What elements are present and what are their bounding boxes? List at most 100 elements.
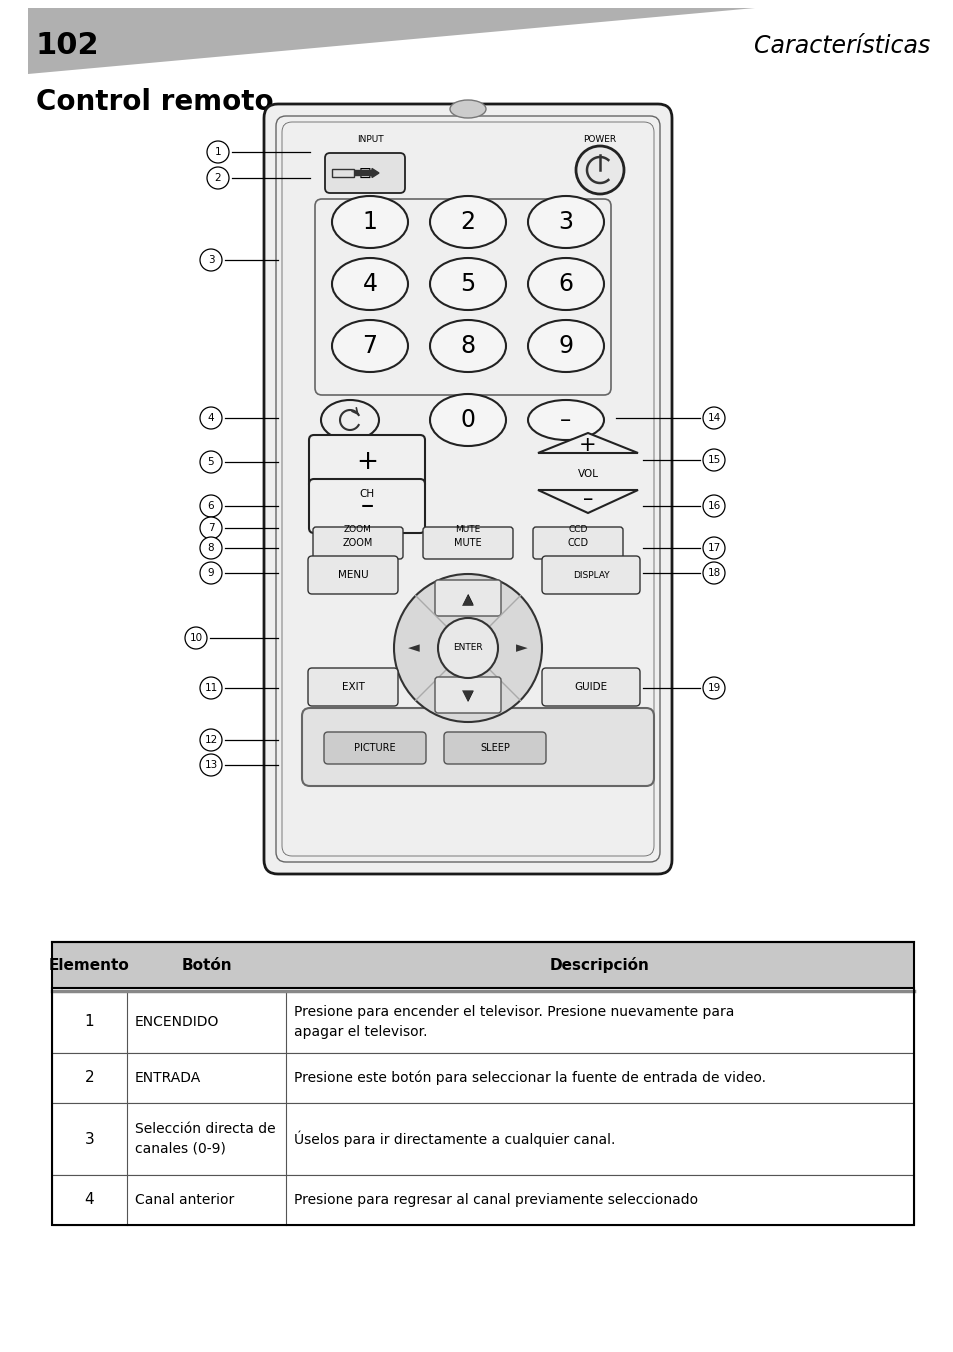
FancyBboxPatch shape bbox=[422, 527, 513, 558]
Text: 10: 10 bbox=[190, 633, 202, 644]
Text: ▲: ▲ bbox=[461, 592, 474, 607]
Circle shape bbox=[702, 495, 724, 516]
Text: 1: 1 bbox=[362, 210, 377, 234]
Text: ENCENDIDO: ENCENDIDO bbox=[135, 1015, 219, 1029]
Circle shape bbox=[207, 141, 229, 164]
Bar bbox=[52, 942, 913, 988]
Text: 13: 13 bbox=[204, 760, 217, 771]
Text: 7: 7 bbox=[208, 523, 214, 533]
Text: Control remoto: Control remoto bbox=[36, 88, 274, 116]
Text: ▲: ▲ bbox=[462, 591, 473, 604]
Ellipse shape bbox=[430, 320, 505, 372]
Text: 9: 9 bbox=[558, 334, 573, 358]
Bar bbox=[52, 1103, 913, 1175]
Text: Presione para encender el televisor. Presione nuevamente para
apagar el televiso: Presione para encender el televisor. Pre… bbox=[294, 1006, 734, 1038]
Text: MUTE: MUTE bbox=[455, 526, 480, 534]
Text: ▼: ▼ bbox=[461, 688, 474, 703]
Text: 14: 14 bbox=[706, 412, 720, 423]
Polygon shape bbox=[28, 8, 754, 74]
Ellipse shape bbox=[320, 400, 378, 439]
Circle shape bbox=[437, 618, 497, 677]
Circle shape bbox=[200, 516, 222, 539]
Text: 3: 3 bbox=[558, 210, 573, 234]
FancyBboxPatch shape bbox=[309, 479, 424, 533]
FancyBboxPatch shape bbox=[541, 668, 639, 706]
FancyBboxPatch shape bbox=[324, 731, 426, 764]
Text: EXIT: EXIT bbox=[341, 681, 364, 692]
Circle shape bbox=[576, 146, 623, 193]
Ellipse shape bbox=[527, 400, 603, 439]
Text: POWER: POWER bbox=[583, 135, 616, 145]
Text: 2: 2 bbox=[214, 173, 221, 183]
FancyArrow shape bbox=[348, 169, 378, 177]
Text: ENTRADA: ENTRADA bbox=[135, 1071, 201, 1086]
Circle shape bbox=[702, 407, 724, 429]
Ellipse shape bbox=[430, 393, 505, 446]
Text: 6: 6 bbox=[558, 272, 573, 296]
Bar bbox=[332, 169, 354, 177]
Text: ▼: ▼ bbox=[462, 688, 473, 702]
Text: 17: 17 bbox=[706, 544, 720, 553]
Text: 9: 9 bbox=[208, 568, 214, 579]
FancyBboxPatch shape bbox=[325, 153, 405, 193]
Text: 4: 4 bbox=[208, 412, 214, 423]
Ellipse shape bbox=[527, 258, 603, 310]
FancyBboxPatch shape bbox=[308, 556, 397, 594]
Circle shape bbox=[200, 452, 222, 473]
Text: Características: Características bbox=[753, 34, 929, 58]
Text: SLEEP: SLEEP bbox=[479, 744, 510, 753]
Bar bbox=[52, 1053, 913, 1103]
FancyBboxPatch shape bbox=[302, 708, 654, 786]
Text: 6: 6 bbox=[208, 502, 214, 511]
FancyBboxPatch shape bbox=[435, 677, 500, 713]
Circle shape bbox=[200, 729, 222, 750]
Text: 18: 18 bbox=[706, 568, 720, 579]
Text: Presione para regresar al canal previamente seleccionado: Presione para regresar al canal previame… bbox=[294, 1192, 698, 1207]
FancyBboxPatch shape bbox=[313, 527, 402, 558]
Text: Selección directa de
canales (0-9): Selección directa de canales (0-9) bbox=[135, 1122, 275, 1156]
FancyBboxPatch shape bbox=[443, 731, 545, 764]
Text: ◄: ◄ bbox=[408, 641, 419, 656]
Text: Botón: Botón bbox=[181, 957, 232, 972]
Text: ⊟: ⊟ bbox=[358, 165, 371, 181]
Text: CCD: CCD bbox=[568, 526, 587, 534]
Text: 12: 12 bbox=[204, 735, 217, 745]
Text: +: + bbox=[355, 449, 377, 475]
Bar bbox=[52, 942, 913, 1225]
Bar bbox=[52, 1175, 913, 1225]
Circle shape bbox=[394, 575, 541, 722]
Circle shape bbox=[200, 537, 222, 558]
Text: Presione este botón para seleccionar la fuente de entrada de video.: Presione este botón para seleccionar la … bbox=[294, 1071, 765, 1086]
Text: 7: 7 bbox=[362, 334, 377, 358]
Ellipse shape bbox=[527, 196, 603, 247]
Text: 0: 0 bbox=[460, 408, 475, 433]
Text: 102: 102 bbox=[36, 31, 99, 61]
Text: 8: 8 bbox=[208, 544, 214, 553]
Text: 16: 16 bbox=[706, 502, 720, 511]
Text: ENTER: ENTER bbox=[453, 644, 482, 653]
FancyBboxPatch shape bbox=[309, 435, 424, 489]
Text: –: – bbox=[582, 489, 593, 508]
Circle shape bbox=[200, 407, 222, 429]
Text: 3: 3 bbox=[85, 1132, 94, 1146]
FancyBboxPatch shape bbox=[533, 527, 622, 558]
Ellipse shape bbox=[332, 258, 408, 310]
Text: CCD: CCD bbox=[567, 538, 588, 548]
FancyBboxPatch shape bbox=[435, 580, 500, 617]
Polygon shape bbox=[537, 433, 638, 453]
Text: –: – bbox=[360, 493, 374, 519]
Text: MUTE: MUTE bbox=[454, 538, 481, 548]
Ellipse shape bbox=[332, 320, 408, 372]
Ellipse shape bbox=[430, 258, 505, 310]
Circle shape bbox=[200, 677, 222, 699]
Circle shape bbox=[702, 449, 724, 470]
Text: –: – bbox=[559, 410, 571, 430]
Text: ZOOM: ZOOM bbox=[342, 538, 373, 548]
Polygon shape bbox=[537, 489, 638, 512]
Circle shape bbox=[200, 495, 222, 516]
Text: 2: 2 bbox=[85, 1071, 94, 1086]
Text: 1: 1 bbox=[214, 147, 221, 157]
Circle shape bbox=[207, 168, 229, 189]
Text: 4: 4 bbox=[85, 1192, 94, 1207]
Text: VOL: VOL bbox=[577, 469, 598, 479]
